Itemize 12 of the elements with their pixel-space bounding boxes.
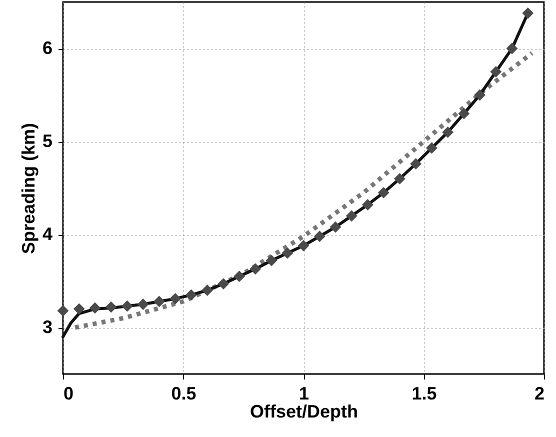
y-tick-label: 5 (42, 131, 52, 151)
x-tick-label: 1.5 (412, 384, 437, 404)
line-series (72, 50, 534, 330)
y-axis-title: Spreading (km) (18, 122, 38, 254)
y-tick-label: 4 (42, 224, 52, 244)
x-tick-label: 1 (298, 384, 310, 404)
x-axis-title: Offset/Depth (250, 402, 358, 422)
y-tick-label: 3 (42, 317, 52, 337)
y-tick-label: 6 (42, 38, 52, 58)
x-tick-label: 2 (534, 384, 544, 404)
x-tick-label: 0.5 (171, 384, 196, 404)
x-tick-label: 0 (64, 384, 74, 404)
